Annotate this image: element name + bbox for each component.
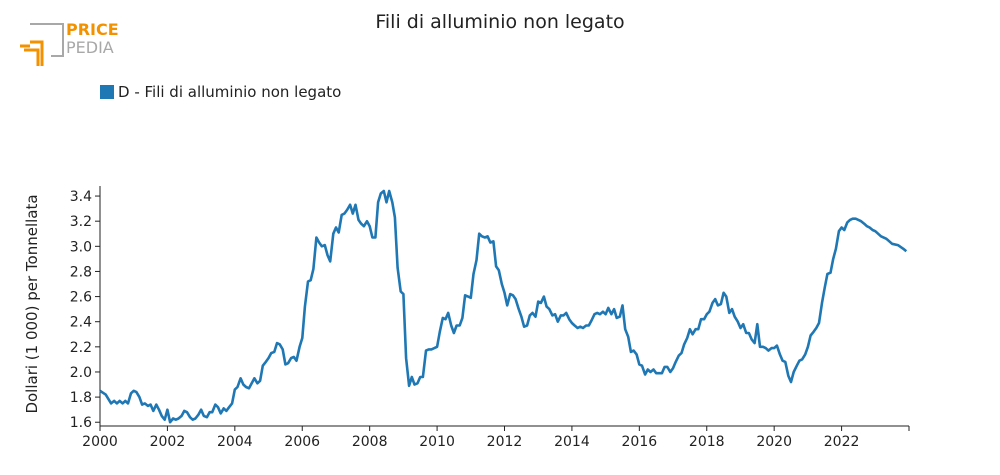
y-tick-label: 2.8	[70, 264, 92, 280]
series-line-0	[99, 189, 908, 424]
brand-bottom-text: PEDIA	[66, 38, 114, 57]
y-tick-label: 1.6	[70, 415, 92, 431]
pricepedia-logo: PRICE PEDIA	[18, 18, 128, 70]
x-tick-label: 2014	[554, 434, 590, 450]
x-tick-label: 2022	[824, 434, 860, 450]
legend[interactable]: D - Fili di alluminio non legato	[100, 83, 341, 101]
x-tick-label: 2004	[217, 434, 253, 450]
y-axis-label: Dollari (1 000) per Tonnellata	[23, 194, 41, 413]
logo-mark-icon: PRICE PEDIA	[20, 20, 119, 66]
y-tick-label: 2.6	[70, 290, 92, 306]
x-tick-label: 2020	[756, 434, 792, 450]
x-tick-label: 2008	[352, 434, 388, 450]
series-group	[99, 189, 908, 424]
y-tick-label: 1.8	[70, 390, 92, 406]
chart-title: Fili di alluminio non legato	[375, 11, 625, 33]
x-tick-label: 2016	[622, 434, 658, 450]
x-tick-label: 2010	[419, 434, 455, 450]
y-tick-label: 2.2	[70, 340, 92, 356]
y-tick-label: 3.0	[70, 239, 92, 255]
y-tick-label: 2.0	[70, 365, 92, 381]
y-tick-label: 3.2	[70, 214, 92, 230]
x-tick-label: 2006	[284, 434, 320, 450]
axes	[99, 186, 909, 427]
legend-label: D - Fili di alluminio non legato	[118, 83, 342, 101]
y-tick-label: 2.4	[70, 315, 92, 331]
x-tick-label: 2018	[689, 434, 725, 450]
y-tick-label: 3.4	[70, 189, 92, 205]
legend-swatch	[100, 85, 114, 99]
brand-top-text: PRICE	[66, 20, 119, 39]
x-tick-label: 2012	[487, 434, 523, 450]
x-tick-label: 2002	[150, 434, 186, 450]
x-tick-label: 2000	[82, 434, 118, 450]
ticks: 1.6 1.8 2.0 2.2 2.4 2.6 2.8 3.0 3.2 3.4 2000 2002 20…	[70, 189, 910, 450]
